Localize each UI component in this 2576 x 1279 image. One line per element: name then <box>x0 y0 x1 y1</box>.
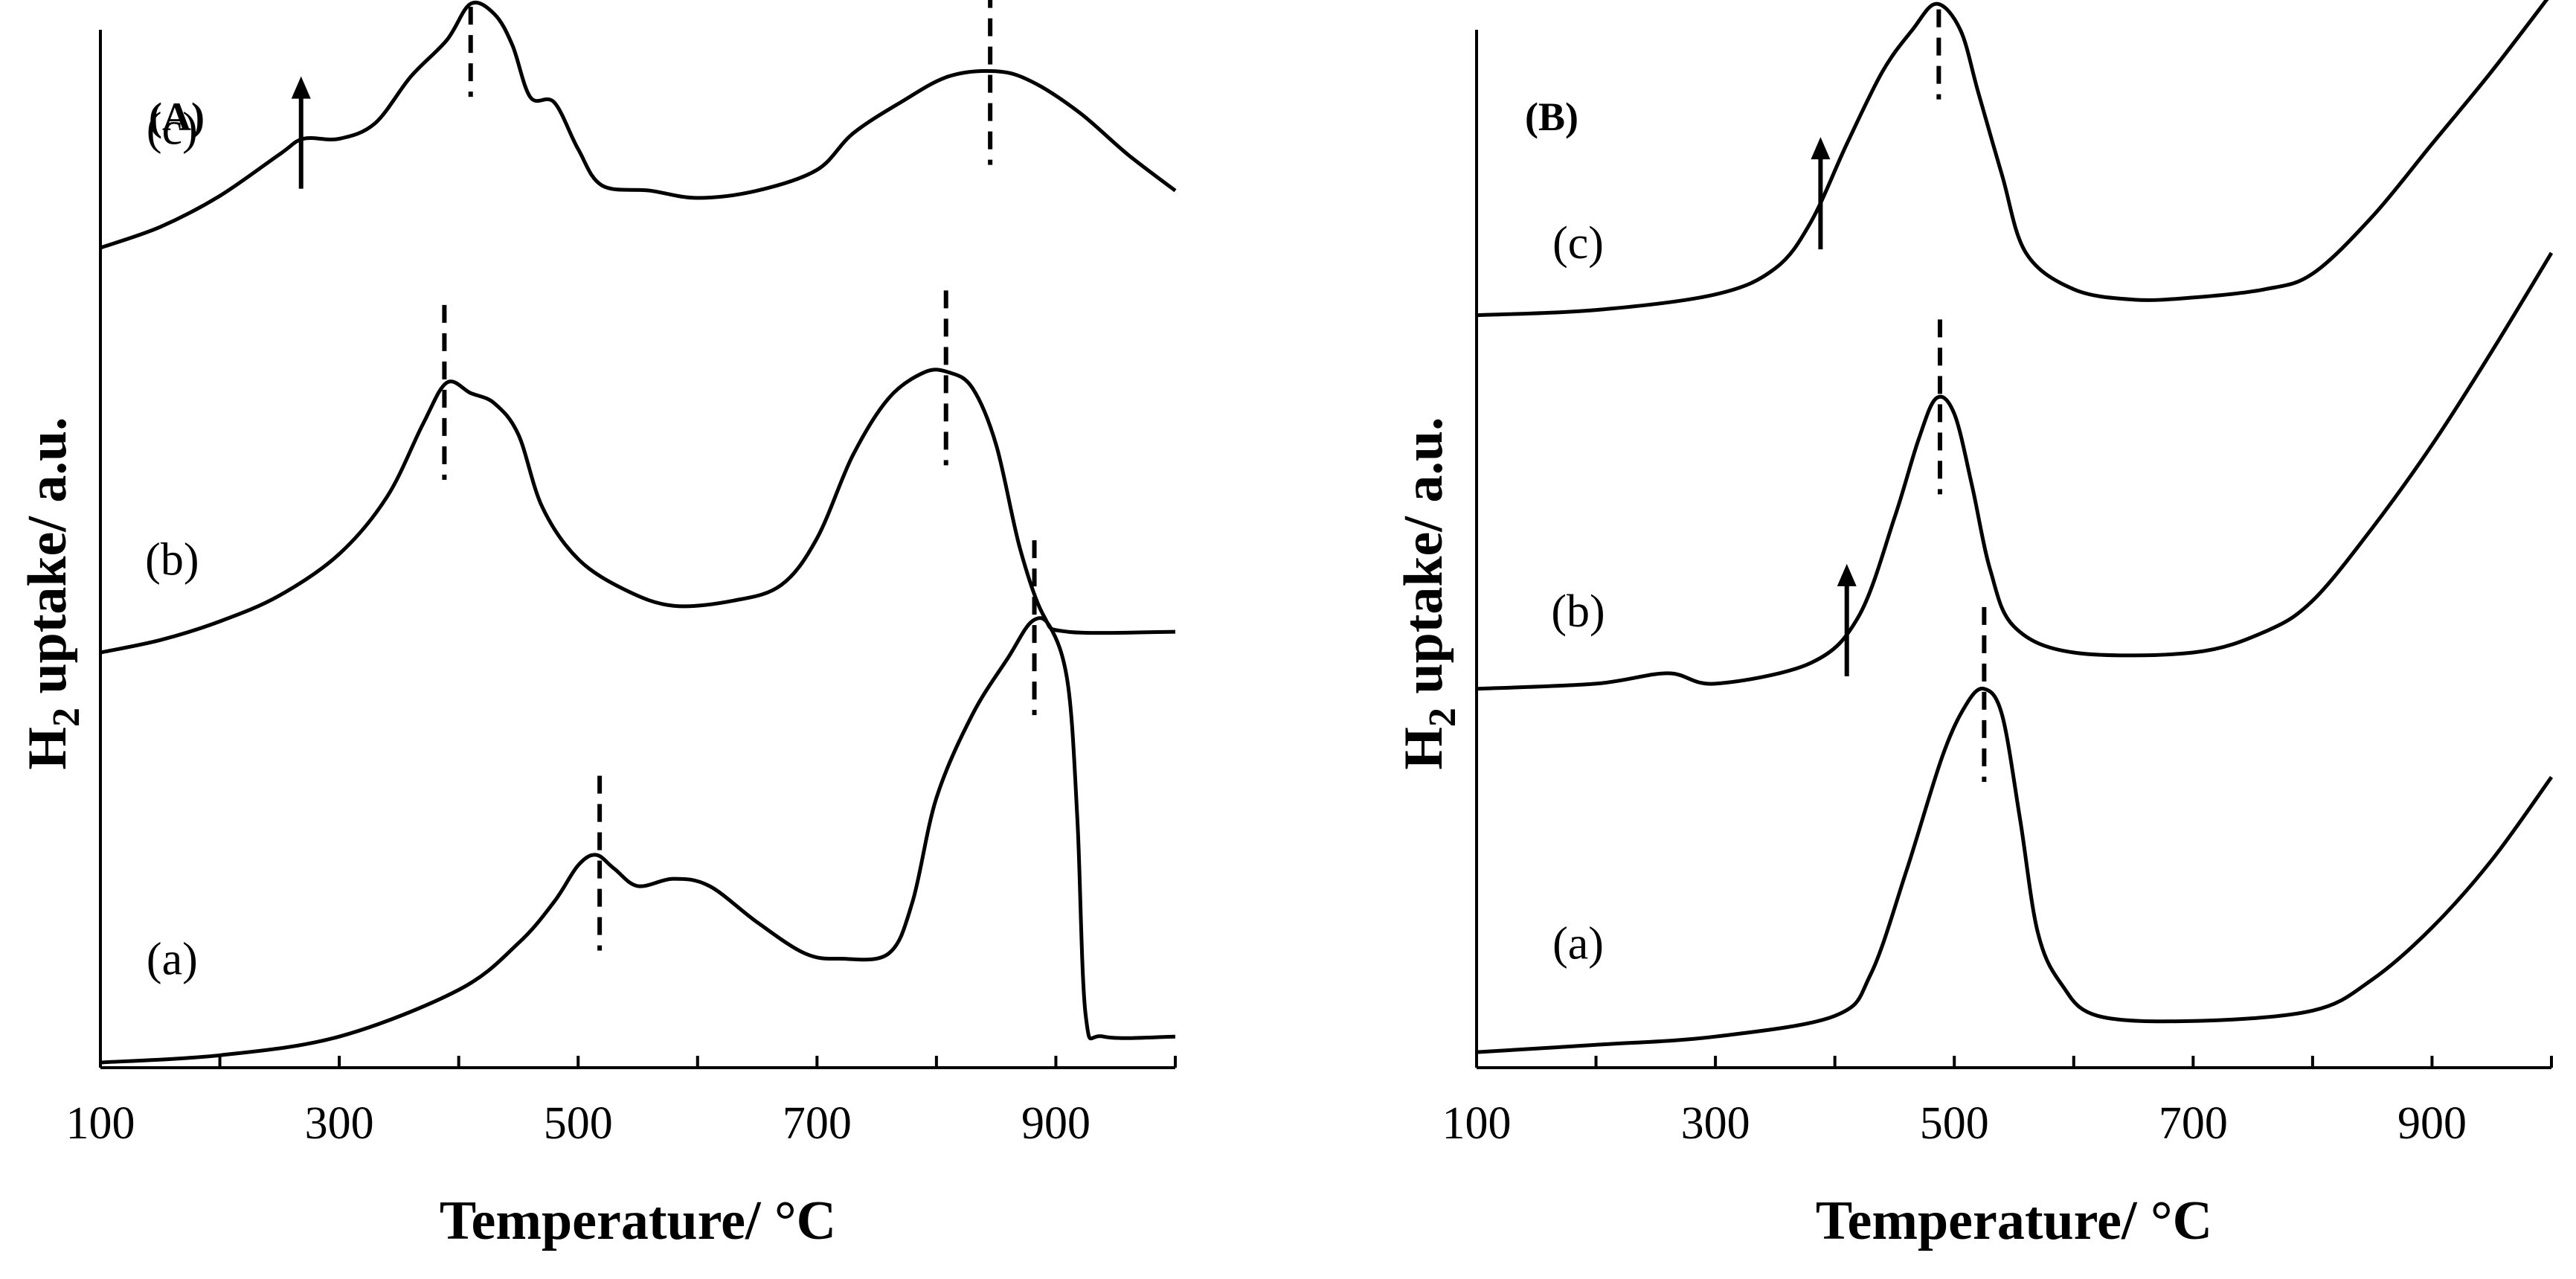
series-label: (c) <box>1552 218 1604 269</box>
x-tick-label: 300 <box>305 1098 374 1149</box>
y-axis-title: H2 uptake/ a.u. <box>1393 417 1464 769</box>
panel-label: (B) <box>1525 94 1578 139</box>
x-tick-label: 700 <box>783 1098 852 1149</box>
x-tick-label: 100 <box>66 1098 135 1149</box>
y-axis-title-main: H <box>17 727 78 770</box>
x-tick-label: 500 <box>544 1098 613 1149</box>
series-label: (c) <box>147 103 198 154</box>
x-tick-label: 100 <box>1442 1098 1512 1149</box>
series-line <box>100 368 1176 655</box>
series-line <box>1476 0 2549 318</box>
series-c: (c) <box>1476 0 2549 318</box>
series-b: (b) <box>100 290 1176 655</box>
y-axis-title-rest: uptake/ a.u. <box>17 417 78 708</box>
series-line <box>100 616 1176 1065</box>
y-axis-title-rest: uptake/ a.u. <box>1393 417 1454 708</box>
arrow-head <box>291 76 311 99</box>
series-a: (a) <box>100 540 1176 1065</box>
y-axis-title-subscript: 2 <box>45 708 88 727</box>
series-a: (a) <box>1476 606 2554 1054</box>
series-line <box>100 1 1177 250</box>
y-axis-title-main: H <box>1393 727 1454 770</box>
x-axis-title: Temperature/ °C <box>440 1190 836 1251</box>
y-axis-title: H2 uptake/ a.u. <box>17 417 88 769</box>
series-label: (a) <box>1552 919 1604 969</box>
panel-label: (A) <box>149 94 205 139</box>
arrow-head <box>1837 563 1857 586</box>
panel-b: 100 300 500 700 900 Temperature/ °C H2 uptake/… <box>1393 0 2554 1251</box>
x-tick-label: 500 <box>1920 1098 1989 1149</box>
series-c: (c) <box>100 0 1177 250</box>
x-axis-title: Temperature/ °C <box>1816 1190 2212 1251</box>
series-label: (b) <box>1551 586 1605 637</box>
x-tick-label: 900 <box>1021 1098 1091 1149</box>
x-tick-label: 300 <box>1681 1098 1750 1149</box>
y-axis-title-subscript: 2 <box>1422 708 1464 727</box>
series-line <box>1476 251 2554 691</box>
series-b: (b) <box>1476 251 2554 691</box>
series-label: (b) <box>145 534 199 585</box>
series-line <box>1476 686 2554 1054</box>
panel-a: 100 300 500 700 900 Temperature/ °C H2 uptake/… <box>17 0 1177 1251</box>
x-tick-label: 700 <box>2159 1098 2228 1149</box>
series-label: (a) <box>147 934 198 984</box>
x-tick-label: 900 <box>2397 1098 2467 1149</box>
arrow-head <box>1811 137 1831 160</box>
